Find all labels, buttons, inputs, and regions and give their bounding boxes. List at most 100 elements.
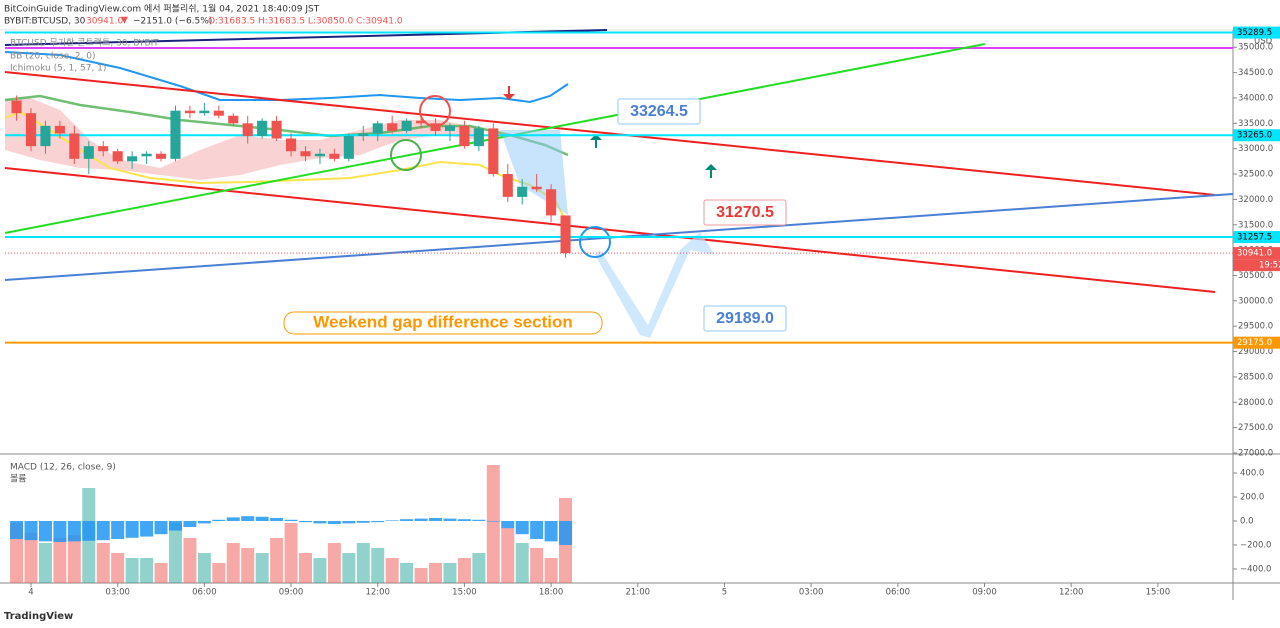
macd-histogram-bar	[82, 520, 96, 541]
candle-body	[531, 186, 542, 190]
y-tick-label: 28000.0	[1238, 398, 1273, 408]
arrow-down-icon	[503, 86, 515, 100]
macd-histogram-bar	[197, 520, 211, 524]
macd-histogram-bar	[429, 517, 443, 521]
y-tick-label: 27500.0	[1238, 423, 1273, 433]
volume-bar	[111, 553, 125, 583]
candle-body	[69, 133, 80, 159]
candle-body	[387, 123, 398, 131]
macd-histogram-bar	[241, 516, 255, 521]
macd-histogram-bar	[400, 519, 414, 521]
candle-body	[285, 138, 297, 152]
callout	[703, 199, 787, 226]
candle-body	[401, 120, 412, 131]
volume-bar	[226, 543, 240, 583]
trend-line	[4, 71, 1216, 196]
legend-entry: 볼륨	[10, 474, 27, 485]
price-label-box	[1233, 26, 1280, 39]
x-tick-label: 18:00	[539, 588, 564, 598]
macd-histogram-bar	[125, 520, 139, 538]
macd-histogram-bar	[67, 520, 81, 542]
change-arrow: ▼	[121, 16, 128, 26]
emoji-icon	[390, 139, 422, 171]
candle-body	[54, 125, 65, 134]
price-label: 29175.0	[1237, 338, 1272, 348]
callout	[617, 98, 701, 125]
y-tick-label: 33000.0	[1238, 144, 1273, 154]
volume-bar	[400, 563, 414, 583]
candle-body	[40, 125, 51, 147]
y-tick-label: 34000.0	[1238, 93, 1273, 103]
candle-body	[343, 136, 354, 159]
arrow-up-icon	[705, 164, 717, 178]
y-tick-label: 400.0	[1240, 468, 1264, 478]
macd-histogram-bar	[183, 520, 197, 527]
candle-body	[228, 115, 239, 124]
y-tick-label: 27000.0	[1238, 449, 1273, 459]
trend-line	[4, 167, 1216, 293]
volume-bar	[38, 543, 52, 583]
bb-upper	[4, 51, 569, 104]
volume-bar	[24, 533, 38, 583]
volume-bar	[270, 538, 284, 583]
emoji-icon	[579, 226, 611, 258]
volume-bar	[96, 543, 110, 583]
y-tick-label: 0.0	[1240, 516, 1254, 526]
macd-histogram-bar	[10, 520, 24, 539]
projection-arrow	[595, 232, 715, 338]
candle-body	[25, 113, 37, 147]
macd-histogram-bar	[457, 519, 471, 521]
volume-bar	[255, 553, 269, 583]
macd-histogram-bar	[140, 520, 154, 537]
y-tick-label: −400.0	[1240, 564, 1271, 574]
volume-bar	[168, 523, 182, 583]
countdown: 19:52	[1259, 261, 1280, 271]
volume-bar	[154, 563, 168, 583]
callout-label: 33264.5	[630, 103, 688, 120]
macd-histogram-bar	[111, 520, 125, 539]
volume-bar	[284, 523, 298, 583]
y-tick-label: 35000.0	[1238, 43, 1273, 53]
price-label-box	[1233, 247, 1280, 260]
volume-bar	[183, 538, 197, 583]
volume-bar	[327, 543, 341, 583]
y-tick-label: 31500.0	[1238, 220, 1273, 230]
price-label: 31257.5	[1237, 233, 1272, 243]
macd-histogram-bar	[530, 520, 544, 539]
candle-body	[416, 120, 427, 124]
volume-bar	[457, 558, 471, 583]
y-tick-label: 30000.0	[1238, 296, 1273, 306]
callout-label: 29189.0	[716, 310, 774, 327]
last-price: 30941.0	[86, 17, 123, 27]
candle-body	[560, 215, 571, 254]
x-tick-label: 09:00	[972, 588, 997, 598]
macd-histogram-bar	[443, 518, 457, 521]
x-tick-label: 4	[28, 588, 33, 598]
price-label: 33265.0	[1237, 131, 1272, 141]
macd-histogram-bar	[53, 520, 67, 542]
y-tick-label: 32500.0	[1238, 170, 1273, 180]
candle-body	[112, 151, 123, 162]
macd-histogram-bar	[255, 516, 269, 521]
macd-histogram-bar	[270, 517, 284, 521]
candle-body	[444, 125, 456, 131]
candle-body	[517, 186, 528, 197]
candle-body	[127, 156, 138, 162]
volume-bar	[197, 553, 211, 583]
macd-histogram-bar	[96, 520, 110, 541]
candle-body	[271, 120, 282, 139]
x-tick-label: 15:00	[452, 588, 477, 598]
x-tick-label: 5	[722, 588, 727, 598]
volume-bar	[212, 563, 226, 583]
x-tick-label: 06:00	[192, 588, 217, 598]
volume-bar	[414, 568, 428, 583]
y-tick-label: 34500.0	[1238, 68, 1273, 78]
macd-histogram-bar	[515, 520, 529, 535]
volume-bar	[530, 548, 544, 583]
callout-label: 31270.5	[716, 204, 774, 221]
ichimoku-cloud	[5, 98, 480, 180]
candle-body	[199, 110, 210, 114]
y-tick-label: 29000.0	[1238, 347, 1273, 357]
arrow-up-icon	[590, 134, 602, 148]
